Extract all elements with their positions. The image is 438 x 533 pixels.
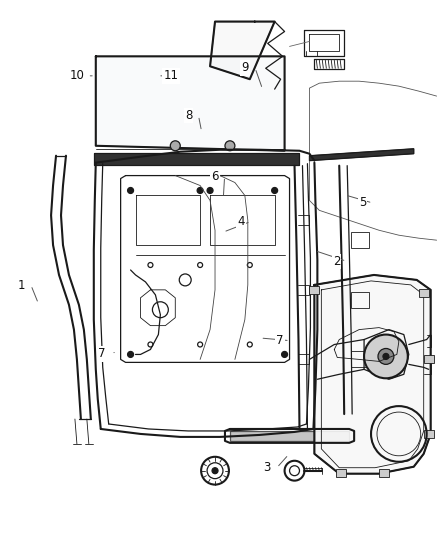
Circle shape: [207, 188, 213, 193]
Bar: [336, 469, 346, 477]
Text: 5: 5: [359, 197, 366, 209]
Polygon shape: [309, 149, 414, 160]
Text: 6: 6: [211, 170, 219, 183]
Circle shape: [225, 141, 235, 151]
Text: 10: 10: [70, 69, 85, 82]
Text: 3: 3: [263, 461, 271, 474]
Text: 11: 11: [164, 69, 179, 82]
Bar: [379, 469, 389, 477]
Bar: [351, 351, 369, 367]
Bar: [351, 292, 369, 308]
Text: 2: 2: [333, 255, 340, 268]
Bar: [424, 430, 434, 438]
Circle shape: [197, 188, 203, 193]
Text: 4: 4: [237, 215, 244, 228]
Polygon shape: [210, 21, 275, 79]
Polygon shape: [314, 275, 431, 474]
Polygon shape: [94, 153, 300, 165]
Text: 7: 7: [276, 334, 284, 347]
Circle shape: [378, 349, 394, 365]
Circle shape: [127, 188, 134, 193]
Circle shape: [170, 141, 180, 151]
Bar: [419, 289, 429, 297]
Circle shape: [272, 188, 278, 193]
Bar: [351, 232, 369, 248]
Polygon shape: [230, 431, 349, 441]
Text: 1: 1: [17, 279, 25, 292]
Circle shape: [127, 351, 134, 358]
Circle shape: [383, 353, 389, 359]
Text: 9: 9: [241, 61, 249, 75]
Circle shape: [364, 335, 408, 378]
Circle shape: [212, 468, 218, 474]
Polygon shape: [96, 56, 285, 151]
Text: 7: 7: [98, 348, 105, 360]
Circle shape: [282, 351, 288, 358]
Polygon shape: [364, 329, 409, 379]
Bar: [309, 286, 319, 294]
Bar: [424, 356, 434, 364]
Text: 8: 8: [185, 109, 192, 122]
